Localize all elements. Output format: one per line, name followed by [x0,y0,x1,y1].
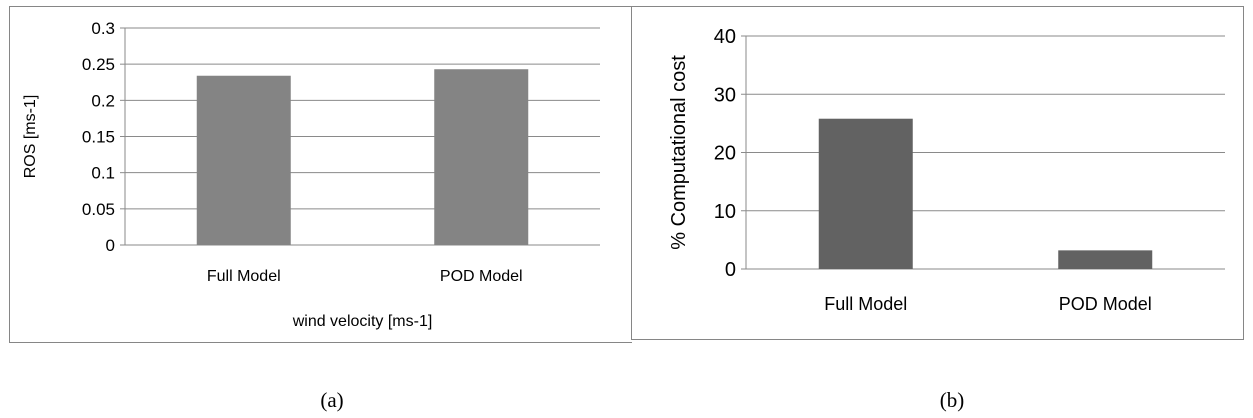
y-tick-label: 20 [714,143,736,165]
y-tick-label: 0.3 [91,19,115,38]
y-tick-label: 0 [106,236,115,255]
bar-pod-model [434,69,529,245]
chart-panel-a: 0 0.05 0.1 0.15 0.2 0.25 0.3 Full Model POD Mode… [9,6,632,343]
y-axis-label: % Computational cost [668,55,690,250]
y-tick-label: 0 [725,259,736,281]
y-tick-label: 0.25 [82,55,115,74]
y-tick-label: 0.1 [91,164,115,183]
x-axis-label: wind velocity [ms-1] [292,313,433,330]
bar-full-model [196,75,291,246]
caption-b: (b) [939,388,965,412]
caption-a: (a) [320,388,344,412]
x-category-label: Full Model [207,268,281,285]
chart-a: 0 0.05 0.1 0.15 0.2 0.25 0.3 Full Model POD Mode… [22,19,600,330]
x-category-label: POD Model [440,268,523,285]
y-tick-label: 0.15 [82,127,115,146]
y-tick-label: 30 [714,84,736,106]
bar-pod-model [1058,250,1153,269]
y-tick-label: 0.2 [91,91,115,110]
chart-b: 0 10 20 30 40 Full Model POD Model % Computatio… [668,26,1225,314]
bar-full-model [818,118,913,269]
y-tick-label: 10 [714,201,736,223]
y-tick-label: 40 [714,26,736,48]
x-category-label: Full Model [824,294,907,314]
y-axis-label: ROS [ms-1] [22,95,39,179]
x-category-label: POD Model [1059,294,1152,314]
chart-panel-b: 0 10 20 30 40 Full Model POD Model % Computatio… [631,6,1244,340]
y-tick-label: 0.05 [82,200,115,219]
